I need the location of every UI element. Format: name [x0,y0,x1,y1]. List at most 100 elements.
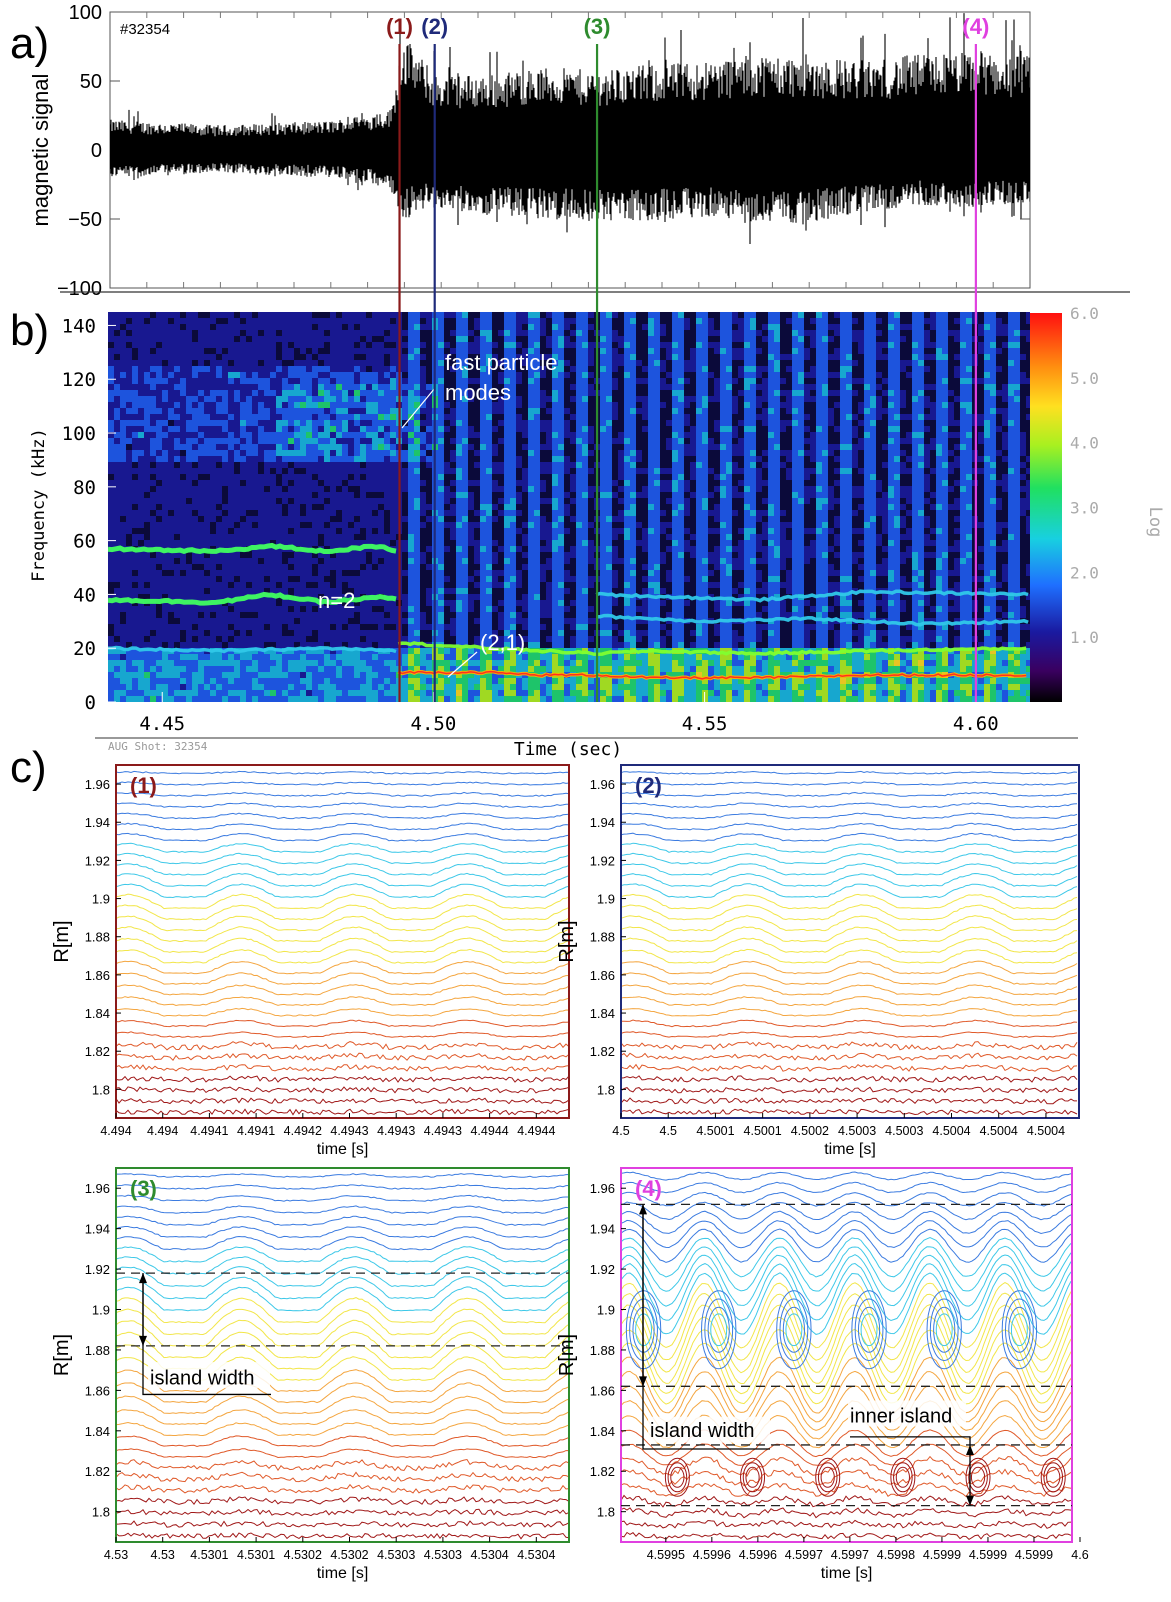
spectrogram-cell [114,492,120,498]
spectrogram-cell [516,510,522,516]
spectrogram-cell [576,660,582,666]
spectrogram-cell [360,696,366,702]
spectrogram-cell [150,366,156,372]
spectrogram-cell [258,618,264,624]
spectrogram-cell [270,426,276,432]
spectrogram-cell [150,594,156,600]
spectrogram-cell [162,666,168,672]
spectrogram-cell [318,486,324,492]
spectrogram-cell [240,576,246,582]
spectrogram-cell [480,618,486,624]
spectrogram-cell [582,330,588,336]
spectrogram-cell [366,360,372,366]
spectrogram-cell [144,684,150,690]
spectrogram-cell [324,390,330,396]
spectrogram-cell [258,636,264,642]
spectrogram-cell [114,648,120,654]
spectrogram-cell [582,486,588,492]
spectrogram-cell [462,438,468,444]
spectrogram-cell [348,312,354,318]
spectrogram-cell [132,516,138,522]
spectrogram-cell [372,462,378,468]
spectrogram-cell [144,576,150,582]
spectrogram-cell [600,594,606,600]
spectrogram-cell [624,534,630,540]
spectrogram-cell [588,324,594,330]
spectrogram-cell [258,426,264,432]
spectrogram-cell [330,408,336,414]
spectrogram-cell [534,510,540,516]
spectrogram-cell [162,504,168,510]
spectrogram-cell [168,582,174,588]
spectrogram-cell [192,690,198,696]
spectrogram-cell [264,336,270,342]
spectrogram-cell [132,690,138,696]
spectrogram-cell [186,672,192,678]
spectrogram-cell [180,426,186,432]
spectrogram-cell [414,438,420,444]
spectrogram-cell [564,324,570,330]
spectrogram-cell [462,432,468,438]
spectrogram-cell [486,528,492,534]
spectrogram-cell [192,468,198,474]
spectrogram-cell [534,318,540,324]
spectrogram-cell [204,642,210,648]
spectrogram-cell [318,576,324,582]
spectrogram-cell [504,462,510,468]
spectrogram-cell [312,348,318,354]
spectrogram-cell [384,444,390,450]
spectrogram-cell [414,606,420,612]
spectrogram-cell [156,348,162,354]
spectrogram-cell [156,384,162,390]
spectrogram-cell [258,486,264,492]
spectrogram-cell [630,636,636,642]
spectrogram-cell [378,570,384,576]
spectrogram-cell [558,564,564,570]
spectrogram-cell [264,570,270,576]
spectrogram-cell [276,510,282,516]
spectrogram-cell [648,450,654,456]
spectrogram-cell [234,624,240,630]
spectrogram-cell [144,384,150,390]
spectrogram-cell [378,516,384,522]
spectrogram-cell [126,522,132,528]
spectrogram-cell [522,684,528,690]
spectrogram-cell [600,606,606,612]
spectrogram-cell [360,366,366,372]
spectrogram-cell [378,348,384,354]
spectrogram-cell [348,684,354,690]
spectrogram-cell [510,582,516,588]
spectrogram-cell [456,570,462,576]
spectrogram-cell [114,444,120,450]
spectrogram-cell [576,624,582,630]
spectrogram-cell [276,504,282,510]
spectrogram-cell [612,546,618,552]
spectrogram-cell [282,444,288,450]
spectrogram-cell [390,366,396,372]
spectrogram-cell [108,354,114,360]
spectrogram-cell [150,402,156,408]
spectrogram-cell [270,492,276,498]
spectrogram-cell [504,522,510,528]
spectrogram-cell [240,678,246,684]
spectrogram-cell [162,516,168,522]
spectrogram-cell [606,540,612,546]
spectrogram-cell [384,378,390,384]
spectrogram-cell [522,690,528,696]
spectrogram-cell [648,372,654,378]
spectrogram-cell [294,366,300,372]
spectrogram-cell [390,324,396,330]
spectrogram-cell [210,390,216,396]
spectrogram-cell [276,456,282,462]
spectrogram-cell [324,672,330,678]
spectrogram-cell [576,498,582,504]
spectrogram-cell [618,528,624,534]
spectrogram-cell [156,690,162,696]
spectrogram-cell [138,330,144,336]
spectrogram-cell [114,384,120,390]
spectrogram-cell [360,522,366,528]
spectrogram-cell [606,564,612,570]
spectrogram-cell [474,696,480,702]
spectrogram-cell [558,612,564,618]
spectrogram-cell [444,600,450,606]
